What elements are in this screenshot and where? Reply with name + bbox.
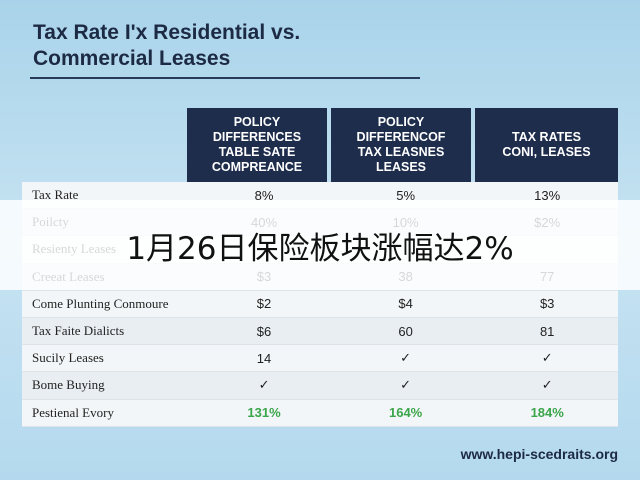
header-spacer bbox=[22, 108, 183, 182]
cell: $6 bbox=[256, 323, 272, 339]
header-cell: TAX RATES CONI, LEASES bbox=[475, 108, 618, 182]
table-row: Come Plunting Conmoure $2 $4 $3 bbox=[22, 290, 618, 318]
row-label: Bome Buying bbox=[32, 377, 105, 393]
banner: 1月26日保险板块涨幅达2% bbox=[0, 200, 640, 290]
cell: ✓ bbox=[400, 350, 412, 366]
cell: $3 bbox=[539, 296, 555, 312]
row-label: Tax Rate bbox=[32, 187, 79, 203]
row-label: Pestienal Evory bbox=[32, 404, 114, 420]
table-row: Tax Faite Dialicts $6 60 81 bbox=[22, 317, 618, 346]
table-row: Pestienal Evory 131% 164% 184% bbox=[22, 399, 618, 427]
title-line: Commercial Leases bbox=[33, 47, 231, 70]
cell: 81 bbox=[539, 323, 555, 339]
cell: 14 bbox=[256, 350, 272, 366]
cell: ✓ bbox=[400, 377, 412, 393]
cell: 184% bbox=[530, 405, 564, 421]
table-row: Sucily Leases 14 ✓ ✓ bbox=[22, 345, 618, 373]
cell: 8% bbox=[254, 187, 274, 203]
cell: 13% bbox=[534, 187, 561, 203]
cell: 5% bbox=[396, 187, 416, 203]
cell: 131% bbox=[247, 405, 281, 421]
row-label: Tax Faite Dialicts bbox=[32, 323, 125, 339]
table-row: Bome Buying ✓ ✓ ✓ bbox=[22, 372, 618, 400]
header-cell: POLICY DIFFERENCOF TAX LEASNES LEASES bbox=[331, 108, 471, 182]
title: Tax Rate I'x Residential vs. Commercial … bbox=[33, 20, 300, 72]
cell: ✓ bbox=[541, 377, 553, 393]
row-label: Come Plunting Conmoure bbox=[32, 295, 169, 311]
cell: $2 bbox=[256, 296, 272, 312]
cell: ✓ bbox=[541, 350, 553, 366]
title-rule bbox=[30, 77, 420, 79]
header-cell: POLICY DIFFERENCES TABLE SATE COMPREANCE bbox=[187, 108, 327, 182]
cell: ✓ bbox=[258, 377, 270, 393]
title-line: Tax Rate I'x Residential vs. bbox=[33, 21, 301, 44]
row-label: Sucily Leases bbox=[32, 350, 104, 366]
cell: 60 bbox=[398, 323, 413, 339]
cell: 164% bbox=[388, 405, 423, 421]
header-row: POLICY DIFFERENCES TABLE SATE COMPREANCE… bbox=[22, 108, 618, 182]
cell: $4 bbox=[398, 296, 413, 312]
footer-url: www.hepi-scedraits.org bbox=[460, 446, 618, 462]
